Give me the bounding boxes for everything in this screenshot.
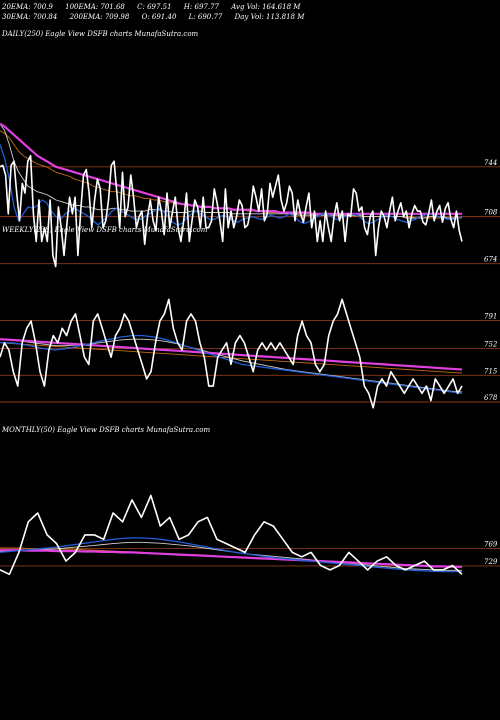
low-readout: L: 690.77 [188, 13, 223, 21]
monthly-chart: 769 729 [0, 494, 500, 576]
indicator-row-2: 30EMA: 700.84 200EMA: 709.98 O: 691.40 L… [2, 13, 304, 21]
daily-tick-label-2: 674 [484, 256, 497, 264]
monthly-tick-label-0: 769 [484, 540, 498, 548]
monthly-ema20-line [0, 537, 462, 573]
weekly-tick-label-1: 752 [484, 341, 498, 349]
monthly-ema200-line [0, 549, 462, 568]
avg-volume-readout: Avg Vol: 164.618 M [231, 3, 301, 11]
daily-ema20-line [0, 144, 463, 226]
monthly-tick-label-1: 729 [484, 558, 498, 566]
daily-chart: 744 708 674 [0, 122, 500, 268]
daily-panel-title: DAILY(250) Eagle View DSFB charts Munafa… [2, 30, 199, 38]
weekly-ema200-line [0, 338, 463, 371]
ema100-readout: 100EMA: 701.68 [65, 3, 125, 11]
weekly-panel-title: WEEKLY(238) Eagle View DSFB charts Munaf… [2, 226, 208, 234]
daily-tick-label-0: 744 [484, 159, 497, 167]
daily-tick-label-1: 708 [484, 209, 498, 217]
monthly-price-line [0, 494, 463, 576]
weekly-tick-label-0: 791 [484, 312, 497, 320]
weekly-tick-label-2: 715 [484, 367, 498, 375]
indicator-row-1: 20EMA: 700.9 100EMA: 701.68 C: 697.51 H:… [2, 3, 300, 11]
weekly-tick-label-3: 678 [484, 394, 498, 402]
daily-price-line [0, 154, 463, 268]
close-readout: C: 697.51 [137, 3, 172, 11]
day-volume-readout: Day Vol: 113.818 M [234, 13, 305, 21]
monthly-panel-title: MONTHLY(50) Eagle View DSFB charts Munaf… [2, 426, 211, 434]
ema200-readout: 200EMA: 709.98 [69, 13, 130, 21]
ema30-readout: 30EMA: 700.84 [2, 13, 58, 21]
ema20-readout: 20EMA: 700.9 [2, 3, 53, 11]
daily-ema200-line [0, 122, 462, 215]
weekly-chart: 791 752 715 678 [0, 298, 500, 409]
open-readout: O: 691.40 [141, 13, 177, 21]
high-readout: H: 697.77 [183, 3, 219, 11]
weekly-price-line [0, 298, 463, 409]
